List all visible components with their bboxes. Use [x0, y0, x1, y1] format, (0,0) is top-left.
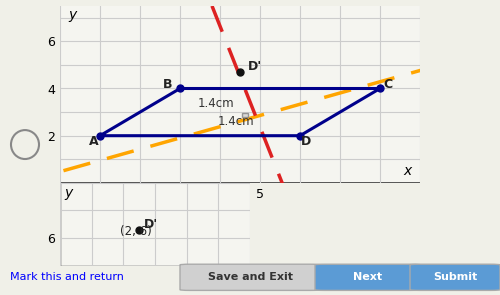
Text: 1.4cm: 1.4cm [198, 97, 234, 110]
Text: D': D' [144, 218, 158, 231]
Text: Next: Next [353, 272, 382, 282]
Text: D: D [301, 135, 311, 148]
Text: Mark this and return: Mark this and return [10, 272, 124, 282]
Text: Submit: Submit [433, 272, 477, 282]
Text: Save and Exit: Save and Exit [208, 272, 292, 282]
FancyBboxPatch shape [180, 264, 320, 290]
FancyBboxPatch shape [315, 264, 420, 290]
Text: A: A [89, 135, 99, 148]
Text: y: y [65, 186, 73, 200]
Text: 1.4cm: 1.4cm [218, 114, 254, 127]
Text: B: B [163, 78, 173, 91]
Bar [242, 113, 248, 117]
Text: x: x [404, 164, 412, 178]
Text: D': D' [248, 60, 262, 73]
Text: y: y [68, 8, 76, 22]
FancyBboxPatch shape [410, 264, 500, 290]
Text: C: C [384, 78, 392, 91]
Text: (2, 6): (2, 6) [120, 225, 152, 238]
